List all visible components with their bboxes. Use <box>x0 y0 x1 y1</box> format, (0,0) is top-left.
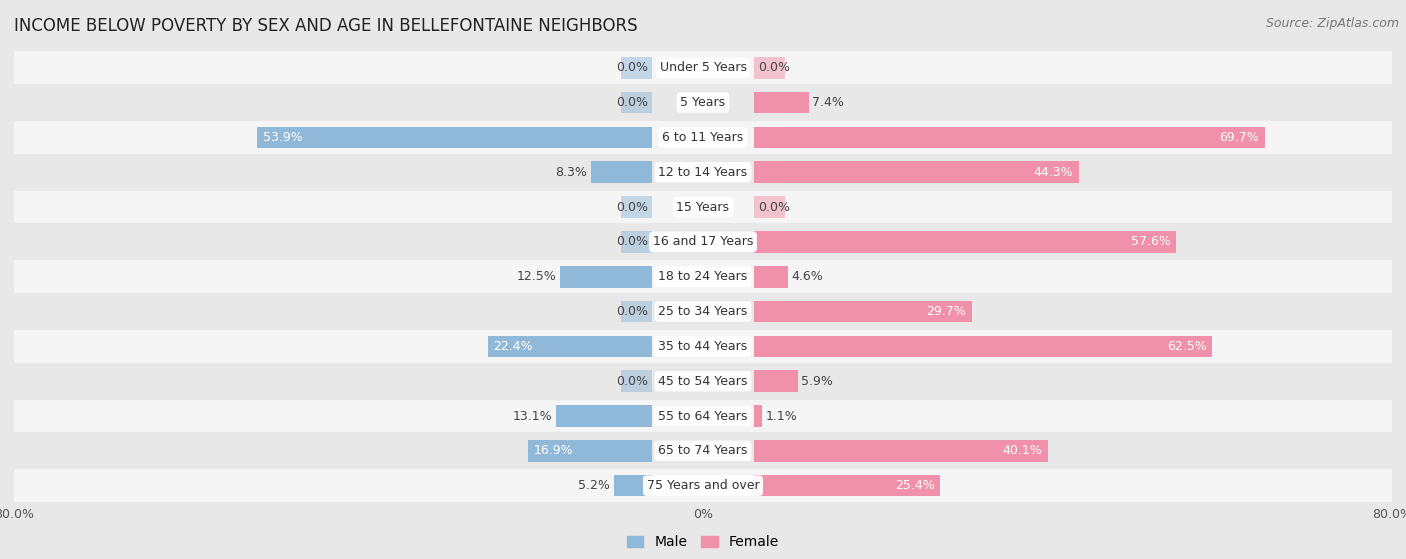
Text: 25.4%: 25.4% <box>894 479 935 492</box>
Bar <box>14 329 1392 364</box>
Bar <box>560 266 652 287</box>
Bar <box>14 85 1392 120</box>
Bar <box>621 92 652 113</box>
Text: 12.5%: 12.5% <box>516 270 557 283</box>
Text: 40.1%: 40.1% <box>1002 444 1042 457</box>
Text: 25 to 34 Years: 25 to 34 Years <box>658 305 748 318</box>
Text: 0.0%: 0.0% <box>616 235 648 248</box>
Bar <box>14 120 1392 155</box>
Text: 45 to 54 Years: 45 to 54 Years <box>658 375 748 388</box>
Text: 65 to 74 Years: 65 to 74 Years <box>658 444 748 457</box>
Bar <box>613 475 652 496</box>
Bar <box>621 57 652 78</box>
Text: 8.3%: 8.3% <box>555 165 588 179</box>
Text: 53.9%: 53.9% <box>263 131 302 144</box>
Text: 0.0%: 0.0% <box>616 375 648 388</box>
Bar <box>14 364 1392 399</box>
Text: 5 Years: 5 Years <box>681 96 725 109</box>
Text: 5.9%: 5.9% <box>801 375 834 388</box>
Bar <box>14 259 1392 294</box>
Bar <box>754 440 1049 462</box>
Bar <box>14 50 1392 85</box>
Text: 15 Years: 15 Years <box>676 201 730 214</box>
Bar <box>527 440 652 462</box>
Bar <box>591 162 652 183</box>
Text: 12 to 14 Years: 12 to 14 Years <box>658 165 748 179</box>
Bar <box>754 335 1212 357</box>
Text: 13.1%: 13.1% <box>512 410 553 423</box>
Bar <box>754 405 762 427</box>
Bar <box>488 335 652 357</box>
Bar <box>14 155 1392 190</box>
Text: 0.0%: 0.0% <box>616 305 648 318</box>
Text: 5.2%: 5.2% <box>578 479 610 492</box>
Text: 16 and 17 Years: 16 and 17 Years <box>652 235 754 248</box>
Bar <box>754 92 808 113</box>
Text: 0.0%: 0.0% <box>758 201 790 214</box>
Text: 44.3%: 44.3% <box>1033 165 1073 179</box>
Text: 18 to 24 Years: 18 to 24 Years <box>658 270 748 283</box>
Bar <box>754 57 785 78</box>
Text: 0.0%: 0.0% <box>616 96 648 109</box>
Text: INCOME BELOW POVERTY BY SEX AND AGE IN BELLEFONTAINE NEIGHBORS: INCOME BELOW POVERTY BY SEX AND AGE IN B… <box>14 17 638 35</box>
Bar <box>14 468 1392 503</box>
Text: 16.9%: 16.9% <box>534 444 574 457</box>
Bar <box>754 231 1177 253</box>
Bar <box>621 301 652 323</box>
Bar <box>621 231 652 253</box>
Legend: Male, Female: Male, Female <box>621 530 785 555</box>
Bar <box>754 371 797 392</box>
Text: Under 5 Years: Under 5 Years <box>659 61 747 74</box>
Text: 22.4%: 22.4% <box>494 340 533 353</box>
Text: 4.6%: 4.6% <box>792 270 824 283</box>
Text: 7.4%: 7.4% <box>813 96 844 109</box>
Bar <box>555 405 652 427</box>
Text: 55 to 64 Years: 55 to 64 Years <box>658 410 748 423</box>
Bar <box>14 433 1392 468</box>
Text: 62.5%: 62.5% <box>1167 340 1206 353</box>
Text: 1.1%: 1.1% <box>766 410 797 423</box>
Bar <box>14 190 1392 225</box>
Bar <box>754 126 1265 148</box>
Text: 75 Years and over: 75 Years and over <box>647 479 759 492</box>
Text: Source: ZipAtlas.com: Source: ZipAtlas.com <box>1265 17 1399 30</box>
Text: 0.0%: 0.0% <box>616 61 648 74</box>
Text: 57.6%: 57.6% <box>1130 235 1171 248</box>
Bar <box>754 162 1078 183</box>
Bar <box>754 475 941 496</box>
Text: 0.0%: 0.0% <box>758 61 790 74</box>
Text: 35 to 44 Years: 35 to 44 Years <box>658 340 748 353</box>
Bar <box>14 399 1392 433</box>
Bar <box>754 301 972 323</box>
Bar <box>754 266 787 287</box>
Bar <box>754 196 785 218</box>
Text: 29.7%: 29.7% <box>927 305 966 318</box>
Bar <box>14 294 1392 329</box>
Text: 0.0%: 0.0% <box>616 201 648 214</box>
Text: 69.7%: 69.7% <box>1219 131 1260 144</box>
Bar <box>14 225 1392 259</box>
Bar <box>621 371 652 392</box>
Bar <box>621 196 652 218</box>
Text: 6 to 11 Years: 6 to 11 Years <box>662 131 744 144</box>
Bar <box>257 126 652 148</box>
